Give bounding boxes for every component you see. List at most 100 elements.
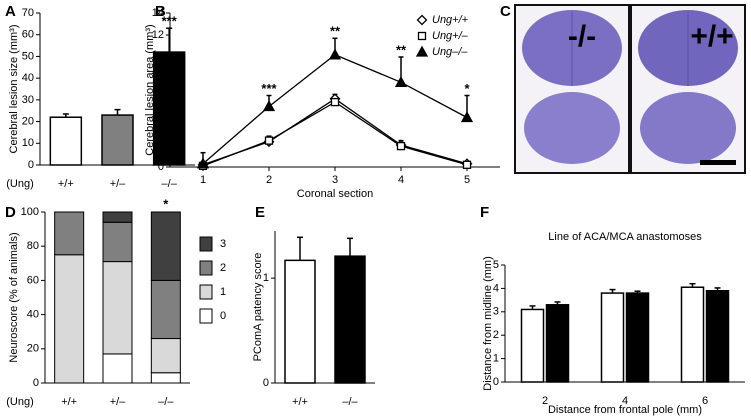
legend-label: Ung+/+ <box>432 14 469 26</box>
point <box>394 75 408 87</box>
legend-label: Ung–/– <box>432 46 468 58</box>
section <box>640 92 736 164</box>
bar-segment <box>102 261 133 355</box>
bar-segment <box>150 372 181 384</box>
x-tick-label: 4 <box>622 395 628 407</box>
x-tick-label: 6 <box>702 395 708 407</box>
bar <box>600 292 625 383</box>
legend-swatch <box>199 284 213 300</box>
legend-label: 0 <box>220 310 226 322</box>
x-tick-label: +/– <box>110 178 126 190</box>
y-tick-label: 40 <box>22 72 34 84</box>
x-tick-label: 2 <box>266 174 272 186</box>
y-tick-label: 30 <box>22 94 34 106</box>
genotype-label: -/- <box>568 20 596 53</box>
y-tick-label: 20 <box>22 115 34 127</box>
y-tick-label: 20 <box>27 343 39 355</box>
y-axis-label: Cerebral lesion area (mm³) <box>144 24 156 155</box>
bar <box>334 255 366 384</box>
series-line <box>202 101 468 167</box>
y-tick-label: 70 <box>22 7 34 19</box>
y-tick-label: 0 <box>28 159 34 171</box>
significance: * <box>464 81 470 96</box>
y-tick-label: 40 <box>27 309 39 321</box>
legend-swatch <box>199 236 213 252</box>
y-tick-label: 3 <box>493 306 499 318</box>
x-tick-label: +/+ <box>61 396 77 408</box>
x-tick-label: –/– <box>162 178 178 190</box>
section <box>524 92 620 164</box>
significance: *** <box>261 81 277 96</box>
y-tick-label: 50 <box>22 50 34 62</box>
x-tick-label: –/– <box>342 396 358 408</box>
scale-bar <box>700 160 736 165</box>
x-prefix: (Ung) <box>6 178 34 190</box>
y-tick-label: 1 <box>263 272 269 284</box>
x-tick-label: 4 <box>398 174 404 186</box>
bar <box>101 114 134 166</box>
point <box>330 97 340 107</box>
significance: ** <box>396 42 407 57</box>
y-tick-label: 0 <box>158 161 164 173</box>
legend-marker <box>415 45 429 57</box>
x-tick-label: +/– <box>110 396 126 408</box>
y-tick-label: 8 <box>158 73 164 85</box>
y-axis-label: Cerebral lesion size (mm³) <box>8 25 20 154</box>
bar <box>625 292 650 383</box>
y-tick-label: 0 <box>493 376 499 388</box>
y-tick-label: 60 <box>27 274 39 286</box>
y-tick-label: 0 <box>263 377 269 389</box>
x-tick-label: +/+ <box>292 396 308 408</box>
y-tick-label: 2 <box>493 329 499 341</box>
bar <box>680 286 705 383</box>
y-tick-label: 4 <box>493 282 499 294</box>
y-tick-label: 4 <box>158 117 164 129</box>
bar <box>284 259 316 384</box>
y-tick-label: 100 <box>21 206 39 218</box>
x-tick-label: 3 <box>332 174 338 186</box>
bar <box>520 308 545 383</box>
y-tick-label: 80 <box>27 240 39 252</box>
panel-letter: F <box>480 204 489 221</box>
y-tick-label: 12 <box>152 29 164 41</box>
panel-letter: D <box>5 204 16 221</box>
panel-letter: A <box>5 3 16 20</box>
point <box>396 141 406 151</box>
y-axis-label: Distance from midline (mm) <box>482 256 494 390</box>
legend-label: 1 <box>220 286 226 298</box>
bar <box>705 289 730 383</box>
y-tick-label: 60 <box>22 29 34 41</box>
bar-segment <box>54 211 85 256</box>
bar-segment <box>102 353 133 384</box>
legend-swatch <box>199 260 213 276</box>
y-tick-label: 5 <box>493 259 499 271</box>
legend-marker <box>416 14 428 26</box>
panel-letter: E <box>255 204 265 221</box>
y-axis-label: Neuroscore (% of animals) <box>8 232 20 362</box>
chart-title: Line of ACA/MCA anastomoses <box>548 231 702 243</box>
legend-label: 3 <box>220 238 226 250</box>
panel-letter: B <box>155 3 166 20</box>
bar <box>545 304 570 383</box>
x-prefix: (Ung) <box>6 396 34 408</box>
bar-segment <box>54 254 85 384</box>
x-tick-label: 1 <box>200 174 206 186</box>
significance: * <box>163 196 169 211</box>
y-axis-label: PComA patency score <box>252 253 264 362</box>
legend-label: 2 <box>220 262 226 274</box>
y-tick-label: 6 <box>158 95 164 107</box>
legend-marker <box>417 31 427 41</box>
point <box>264 136 274 145</box>
x-tick-label: –/– <box>158 396 174 408</box>
y-tick-label: 14 <box>152 7 164 19</box>
bar-segment <box>150 211 181 281</box>
x-axis-label: Distance from frontal pole (mm) <box>548 404 702 416</box>
x-tick-label: 2 <box>542 395 548 407</box>
x-axis-label: Coronal section <box>297 188 373 200</box>
bar-segment <box>150 338 181 374</box>
y-tick-label: 10 <box>22 137 34 149</box>
point <box>196 157 210 169</box>
point <box>462 160 472 169</box>
y-tick-label: 2 <box>158 139 164 151</box>
